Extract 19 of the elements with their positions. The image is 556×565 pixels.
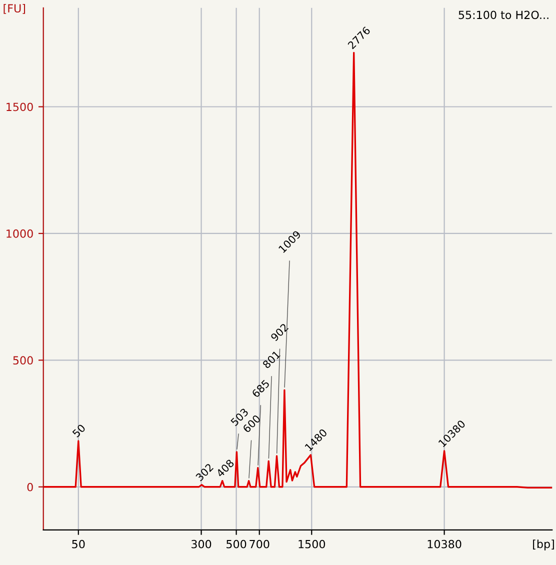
x-tick-label: 10380 xyxy=(428,540,462,548)
annotation: 902 xyxy=(270,323,289,342)
x-tick-label: 1500 xyxy=(298,540,326,548)
y-tick-label: 0 xyxy=(27,482,33,492)
chart-title: 55:100 to H2O... xyxy=(458,10,548,20)
x-tick-label: 300 xyxy=(192,540,212,548)
annotation: 408 xyxy=(216,458,234,478)
x-tick-label: 500 xyxy=(226,540,246,548)
y-tick-label: 1500 xyxy=(6,102,33,112)
annotation: 302 xyxy=(195,463,214,482)
annotation: 50 xyxy=(72,424,86,438)
x-tick-label: 50 xyxy=(72,540,85,548)
y-tick-label: 500 xyxy=(13,356,33,365)
x-axis-title: [bp] xyxy=(533,540,554,550)
x-tick-label: 700 xyxy=(250,540,270,548)
annotation: 801 xyxy=(262,350,281,369)
annotation: 685 xyxy=(251,379,270,398)
y-axis-title: [FU] xyxy=(4,4,26,14)
y-tick-label: 1000 xyxy=(6,229,33,238)
